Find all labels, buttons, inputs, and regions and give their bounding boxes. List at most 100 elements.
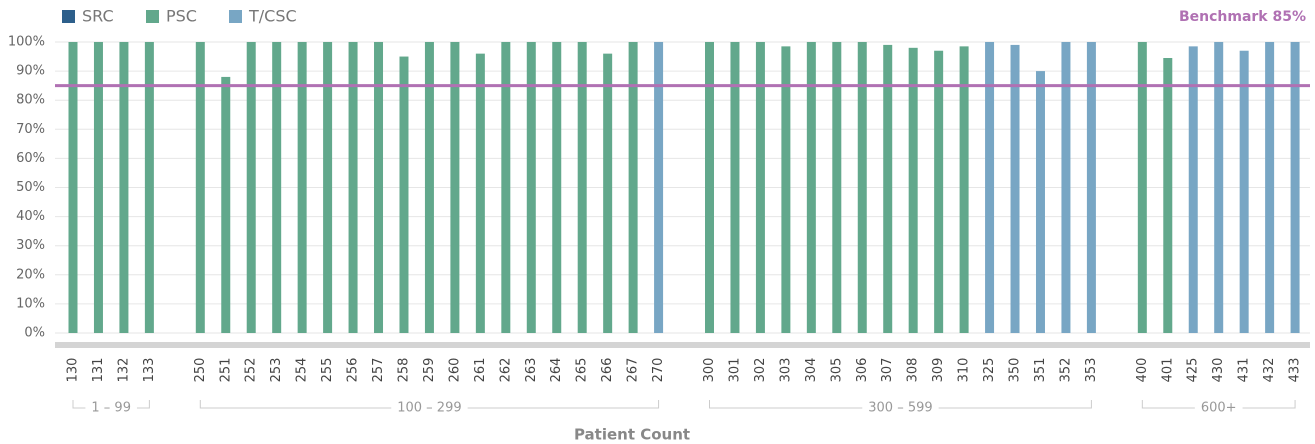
x-tick-label: 353 <box>1084 358 1099 383</box>
group-bracket <box>709 400 1092 409</box>
x-tick-label: 259 <box>422 358 437 383</box>
y-tick-label: 0% <box>24 326 45 341</box>
bar <box>1290 42 1300 333</box>
group-bracket <box>1141 400 1296 409</box>
x-tick-label: 262 <box>498 358 513 383</box>
bar <box>755 42 765 333</box>
bar <box>552 42 562 333</box>
group-label: 600+ <box>1201 401 1237 416</box>
x-tick-label: 430 <box>1211 358 1226 383</box>
bar <box>323 42 333 333</box>
bar <box>857 42 867 333</box>
bar <box>1061 42 1071 333</box>
y-tick-label: 50% <box>16 180 45 195</box>
bar <box>526 42 536 333</box>
x-tick-label: 257 <box>371 358 386 383</box>
bar <box>68 42 78 333</box>
bar <box>475 53 485 333</box>
y-tick-label: 30% <box>16 238 45 253</box>
bar <box>705 42 714 333</box>
x-tick-label: 254 <box>295 358 310 383</box>
x-tick-label: 309 <box>931 358 946 383</box>
bar <box>1086 42 1096 333</box>
y-tick-label: 80% <box>16 93 45 108</box>
legend-swatch <box>62 10 75 23</box>
x-tick-label: 300 <box>702 358 717 383</box>
x-tick-label: 132 <box>116 358 131 383</box>
x-tick-label: 133 <box>142 358 157 383</box>
bar <box>1188 46 1198 334</box>
bar <box>806 42 816 333</box>
bar <box>1163 58 1173 333</box>
bar <box>577 42 587 333</box>
x-tick-label: 306 <box>855 358 870 383</box>
legend-label: T/CSC <box>248 7 297 26</box>
x-tick-label: 265 <box>575 358 590 383</box>
x-tick-label: 310 <box>957 358 972 383</box>
bar <box>1010 44 1020 333</box>
bar <box>883 44 893 333</box>
bar <box>832 42 842 333</box>
group-label: 1 – 99 <box>91 401 131 416</box>
x-tick-label: 351 <box>1033 358 1048 383</box>
bar <box>934 50 944 333</box>
bar <box>1265 42 1275 333</box>
x-tick-label: 303 <box>778 358 793 383</box>
bar <box>1137 42 1147 333</box>
x-tick-label: 432 <box>1262 358 1277 383</box>
bar <box>424 42 434 333</box>
x-tick-label: 264 <box>549 358 564 383</box>
bar <box>144 42 154 333</box>
bar <box>297 42 307 333</box>
bar <box>399 56 409 334</box>
x-tick-label: 352 <box>1058 358 1073 383</box>
bar <box>1239 50 1249 333</box>
x-tick-label: 131 <box>91 358 106 383</box>
y-tick-label: 60% <box>16 151 45 166</box>
y-tick-label: 70% <box>16 122 45 137</box>
x-tick-label: 431 <box>1237 358 1252 383</box>
x-tick-label: 256 <box>346 358 361 383</box>
bar <box>348 42 358 333</box>
bar <box>730 42 740 333</box>
x-tick-label: 253 <box>269 358 284 383</box>
x-tick-label: 401 <box>1160 358 1175 383</box>
bar <box>246 42 256 333</box>
x-tick-label: 400 <box>1135 358 1150 383</box>
bar <box>1214 42 1224 333</box>
bar <box>501 42 511 333</box>
x-tick-label: 305 <box>829 358 844 383</box>
x-tick-label: 301 <box>727 358 742 383</box>
bar <box>221 76 231 334</box>
y-tick-label: 10% <box>16 296 45 311</box>
x-tick-label: 302 <box>753 358 768 383</box>
y-tick-label: 40% <box>16 209 45 224</box>
x-tick-label: 260 <box>447 358 462 383</box>
legend-label: SRC <box>82 7 114 26</box>
x-tick-label: 258 <box>396 358 411 383</box>
legend-swatch <box>229 10 242 23</box>
group-label: 300 – 599 <box>868 401 932 416</box>
x-tick-label: 266 <box>600 358 615 383</box>
legend-label: PSC <box>166 7 197 26</box>
x-axis <box>55 342 1310 348</box>
bar <box>450 42 460 333</box>
y-tick-label: 20% <box>16 267 45 282</box>
x-tick-label: 307 <box>880 358 895 383</box>
bar <box>374 42 384 333</box>
bar <box>959 46 969 334</box>
x-tick-label: 130 <box>66 358 81 383</box>
benchmark-label: Benchmark 85% <box>1179 9 1306 25</box>
x-tick-label: 261 <box>473 358 488 383</box>
x-tick-label: 255 <box>320 358 335 383</box>
x-tick-label: 250 <box>193 358 208 383</box>
x-tick-label: 433 <box>1288 358 1303 383</box>
bar <box>272 42 282 333</box>
group-label: 100 – 299 <box>397 401 461 416</box>
x-tick-label: 267 <box>626 358 641 383</box>
x-tick-label: 325 <box>982 358 997 383</box>
bar <box>119 42 129 333</box>
x-tick-label: 425 <box>1186 358 1201 383</box>
x-axis-label: Patient Count <box>574 426 690 444</box>
group-bracket <box>199 400 660 409</box>
